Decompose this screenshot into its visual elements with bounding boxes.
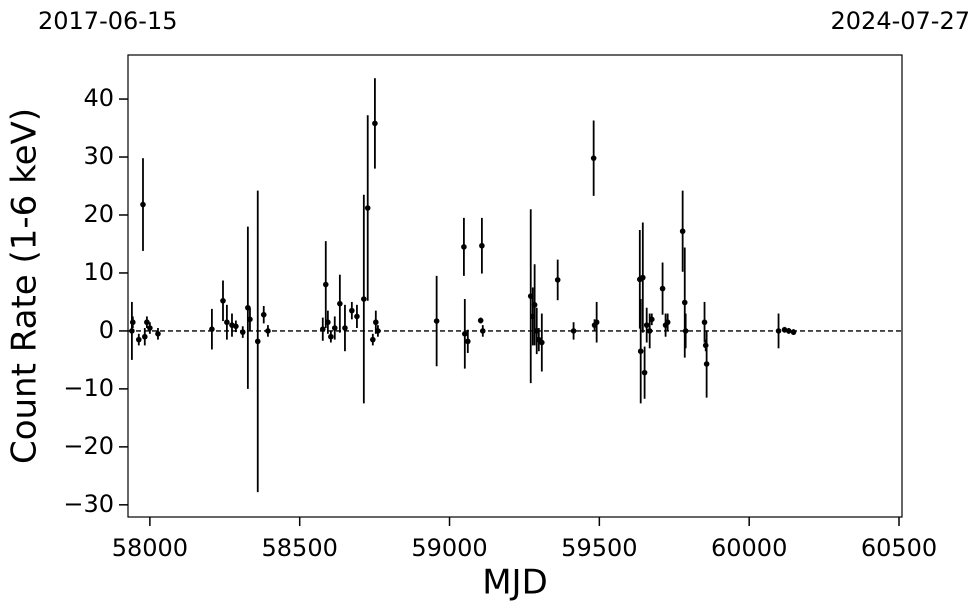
data-point <box>129 328 135 334</box>
y-axis-label: Count Rate (1-6 keV) <box>5 108 45 464</box>
data-point <box>342 325 348 331</box>
start-date: 2017-06-15 <box>38 7 177 35</box>
y-tick-label: −30 <box>63 490 114 518</box>
data-point <box>465 338 471 345</box>
data-point <box>664 319 671 326</box>
x-tick-label: 59500 <box>561 534 637 562</box>
data-point <box>643 322 650 328</box>
data-point <box>681 299 688 306</box>
data-point <box>135 336 142 343</box>
data-point <box>781 326 788 333</box>
data-point <box>224 319 230 326</box>
data-point <box>479 242 485 249</box>
data-point <box>785 328 792 334</box>
data-point <box>319 326 326 332</box>
y-tick-label: 0 <box>99 316 114 344</box>
y-tick-label: 10 <box>83 258 114 286</box>
data-point <box>775 328 782 334</box>
data-point <box>331 325 338 331</box>
data-point <box>373 319 379 326</box>
data-point <box>328 333 334 340</box>
data-point <box>640 274 646 281</box>
data-point <box>140 201 146 208</box>
data-point <box>648 316 655 323</box>
data-point <box>155 331 161 337</box>
data-point <box>325 319 331 326</box>
data-point <box>593 319 600 326</box>
data-point <box>590 155 597 161</box>
data-point <box>570 328 577 334</box>
y-tick-label: 40 <box>83 84 114 112</box>
data-point <box>364 205 371 211</box>
data-point <box>372 120 378 127</box>
end-date: 2024-07-27 <box>831 7 970 35</box>
data-point <box>641 369 648 376</box>
data-point <box>370 336 376 343</box>
data-point <box>247 316 253 323</box>
y-tick-label: 30 <box>83 142 114 170</box>
data-point <box>209 326 215 332</box>
data-point <box>703 361 710 367</box>
data-point <box>349 307 355 314</box>
data-point <box>461 244 467 250</box>
data-point <box>337 300 343 307</box>
data-point <box>646 328 653 334</box>
x-tick-label: 58500 <box>262 534 338 562</box>
data-point <box>129 319 136 326</box>
data-point <box>239 329 246 335</box>
data-point <box>539 339 545 346</box>
data-point <box>361 296 367 302</box>
y-tick-label: 20 <box>83 200 114 228</box>
x-tick-label: 60500 <box>861 534 937 562</box>
data-point <box>260 311 267 318</box>
data-point <box>144 319 150 326</box>
plot-frame <box>127 54 903 518</box>
data-point <box>141 333 148 340</box>
data-point <box>701 319 708 326</box>
data-point <box>147 325 153 331</box>
data-point <box>265 328 271 334</box>
data-point <box>790 329 797 335</box>
y-tick-label: −20 <box>63 432 114 460</box>
y-tick-label: −10 <box>63 374 114 402</box>
data-point <box>637 348 644 355</box>
data-point <box>354 313 360 320</box>
x-tick-label: 58000 <box>112 534 188 562</box>
data-point <box>531 302 538 308</box>
data-point <box>659 285 666 292</box>
x-tick-label: 59000 <box>411 534 487 562</box>
data-point <box>554 277 561 283</box>
data-point <box>254 338 261 345</box>
data-point <box>462 331 468 337</box>
data-point <box>477 317 484 324</box>
x-tick-label: 60000 <box>711 534 787 562</box>
data-point <box>479 328 486 334</box>
data-point <box>433 318 440 324</box>
data-point <box>375 328 381 334</box>
x-axis-label: MJD <box>482 563 548 603</box>
data-point <box>682 328 689 334</box>
data-point <box>679 228 686 235</box>
data-point <box>233 323 239 330</box>
data-point <box>220 297 226 304</box>
data-point <box>322 281 329 288</box>
